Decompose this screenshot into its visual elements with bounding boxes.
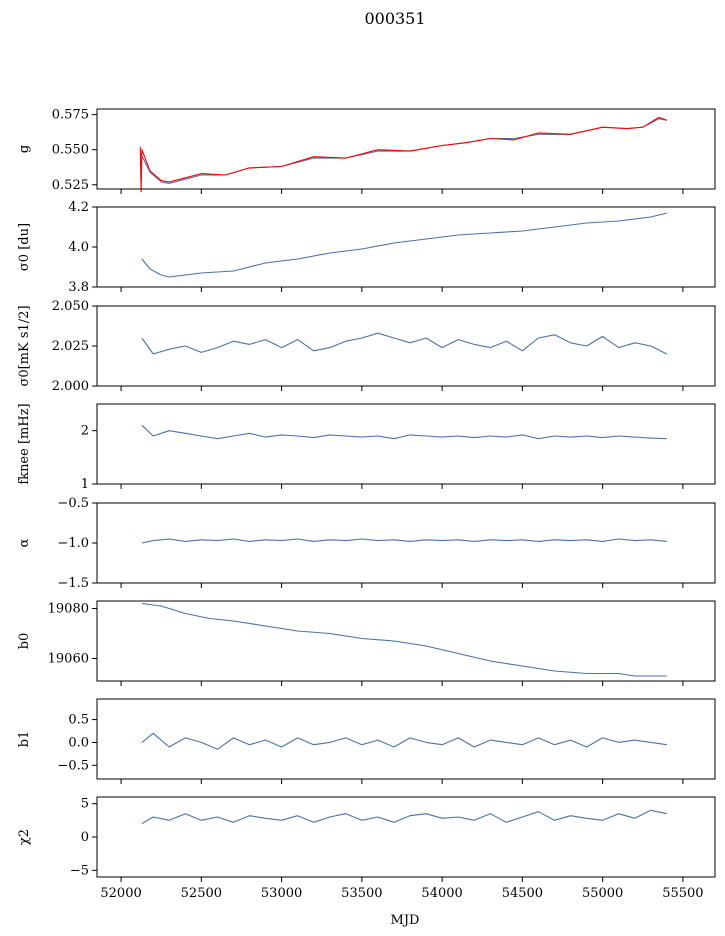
panel-8-frame — [96, 796, 716, 878]
panel-8-xtick-label: 55000 — [582, 886, 623, 901]
panel-4: 1 2 fknee [mHz] — [17, 403, 716, 492]
panel-8-xtick-label: 52000 — [100, 886, 141, 901]
panel-7: −0.5 0.0 0.5 b1 — [17, 698, 716, 784]
panel-1-ytick-label: 0.525 — [52, 178, 89, 193]
panel-7-series-1 — [141, 732, 667, 750]
panel-4-ytick-label: 2 — [81, 424, 89, 439]
panel-1-ytick-label: 0.575 — [52, 108, 89, 123]
panel-6: 19060 19080 b0 — [17, 600, 716, 686]
panel-3-ytick-label: 2.050 — [52, 299, 89, 314]
panel-6-frame — [96, 600, 716, 682]
panel-5-ytick-label: −0.5 — [57, 496, 89, 511]
panel-5-series-1 — [141, 538, 667, 544]
panel-5-ytick-label: −1.0 — [57, 536, 89, 551]
panel-5-ylabel: α — [17, 538, 32, 547]
panel-4-ytick-label: 1 — [81, 477, 89, 492]
panel-8: −5 0 5 52000 52500 53000 53500 54000 54500 55000 5… — [17, 796, 716, 901]
panel-8-ytick-label: 0 — [81, 830, 89, 845]
panel-1-ylabel: g — [17, 145, 32, 153]
panel-1-frame — [96, 108, 716, 190]
panel-8-xtick-label: 54000 — [421, 886, 462, 901]
panel-3: 2.000 2.025 2.050 σ0[mK s1/2] — [17, 299, 716, 394]
panel-8-series-1 — [141, 809, 667, 825]
panel-2-ytick-label: 3.8 — [68, 280, 89, 295]
panel-5-frame — [96, 502, 716, 584]
panel-2-ytick-label: 4.2 — [68, 200, 89, 215]
panel-2-ytick-label: 4.0 — [68, 240, 89, 255]
panel-3-ylabel: σ0[mK s1/2] — [17, 305, 32, 386]
figure-title: 000351 — [364, 9, 425, 28]
panel-1-series-2 — [139, 116, 667, 193]
panel-4-frame — [96, 403, 716, 485]
panel-3-ytick-label: 2.000 — [52, 379, 89, 394]
panel-3-ytick-label: 2.025 — [52, 339, 89, 354]
panel-3-series-1 — [141, 332, 668, 355]
panel-7-ytick-label: −0.5 — [57, 758, 89, 773]
panel-6-ytick-label: 19080 — [48, 602, 89, 617]
panel-7-ylabel: b1 — [17, 731, 32, 748]
panel-8-xtick-label: 52500 — [181, 886, 222, 901]
panel-7-ytick-label: 0.0 — [68, 735, 89, 750]
panel-8-ytick-label: −5 — [70, 863, 89, 878]
panel-4-series-1 — [141, 424, 667, 440]
panel-2-series-1 — [141, 212, 667, 278]
panel-8-xtick-label: 55500 — [662, 886, 703, 901]
panel-8-ytick-label: 5 — [81, 797, 89, 812]
panel-8-ylabel: χ2 — [17, 829, 32, 845]
panel-2: 3.8 4.0 4.2 σ0 [du] — [17, 200, 716, 295]
panel-6-ylabel: b0 — [17, 633, 32, 650]
panel-8-xtick-label: 54500 — [502, 886, 543, 901]
panel-2-ylabel: σ0 [du] — [17, 223, 32, 271]
panel-5: −1.5 −1.0 −0.5 α — [17, 496, 716, 591]
panel-7-ytick-label: 0.5 — [68, 713, 89, 728]
panel-1-ytick-label: 0.550 — [52, 143, 89, 158]
panel-8-xtick-label: 53500 — [341, 886, 382, 901]
panel-5-ytick-label: −1.5 — [57, 576, 89, 591]
panel-8-xtick-label: 53000 — [261, 886, 302, 901]
x-axis-label: MJD — [391, 913, 420, 928]
panel-4-ylabel: fknee [mHz] — [17, 403, 32, 484]
panel-7-frame — [96, 698, 716, 780]
panel-1: 0.525 0.550 0.575 g — [17, 108, 716, 194]
panel-6-series-1 — [141, 602, 667, 677]
panel-6-ytick-label: 19060 — [48, 652, 89, 667]
